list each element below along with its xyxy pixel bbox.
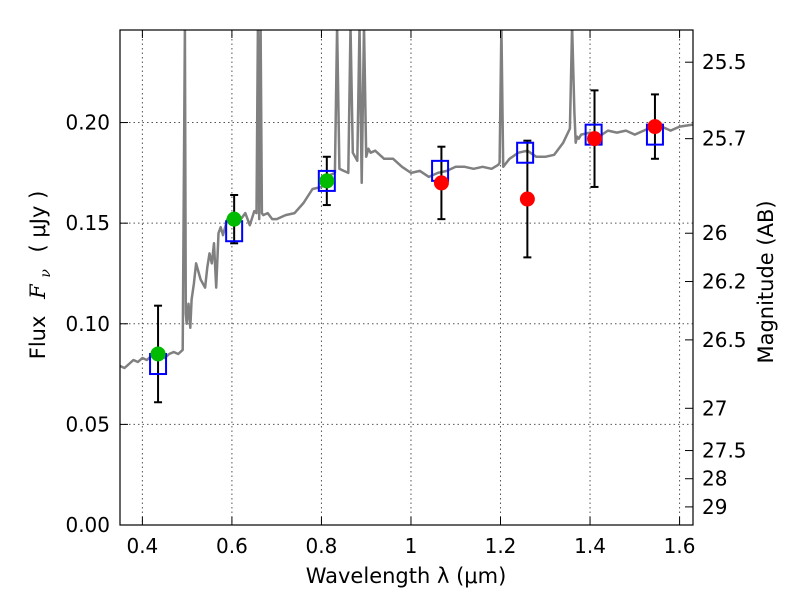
x-tick-label: 1.2 — [485, 534, 517, 558]
mag-tick-label: 26.2 — [702, 270, 747, 294]
y-axis-label-var: F — [26, 283, 50, 300]
model-photometry-point — [516, 141, 535, 164]
mag-tick-label: 26.5 — [702, 328, 747, 352]
y-tick-label: 0.00 — [65, 513, 110, 537]
x-tick-label: 0.4 — [126, 534, 158, 558]
x-tick-label: 1 — [405, 534, 418, 558]
mag-tick-label: 25.7 — [702, 127, 747, 151]
x-tick-label: 0.8 — [306, 534, 338, 558]
observed-point — [519, 191, 535, 207]
svg-text:Flux F ν ( μ: Flux F ν ( μJy ) — [26, 191, 55, 360]
observed-point — [647, 119, 663, 135]
y-tick-label: 0.15 — [65, 211, 110, 235]
y-tick-label: 0.10 — [65, 312, 110, 336]
observed-point — [226, 211, 242, 227]
mag-tick-label: 25.5 — [702, 50, 747, 74]
x-tick-label: 0.6 — [216, 534, 248, 558]
grid — [120, 30, 693, 526]
plot-frame — [119, 29, 694, 526]
y-axis-label-unit: ( μJy ) — [26, 191, 50, 253]
observed-point — [587, 131, 603, 147]
right-axis-label: Magnitude (AB) — [754, 200, 778, 363]
mag-tick-label: 26 — [702, 221, 727, 245]
plot-area — [120, 30, 693, 404]
observed-point — [150, 346, 166, 362]
x-tick-label: 1.6 — [664, 534, 696, 558]
y-axis-label: Flux F ν ( μJy ) — [26, 191, 55, 360]
model-photometry-point — [317, 169, 336, 192]
observed-point — [319, 173, 335, 189]
ticks — [120, 30, 693, 526]
tick-labels: 0.4 0.6 0.8 1 1.2 1.4 1.6 0.00 0.05 0.10 0.15 0.20 — [65, 111, 695, 558]
y-axis-label-prefix: Flux — [26, 316, 50, 360]
magnitude-tick-labels: 25.5 25.7 26 26.2 26.5 27 27.5 28 29 — [702, 50, 747, 519]
y-tick-label: 0.05 — [65, 412, 110, 436]
mag-tick-label: 27 — [702, 396, 727, 420]
sed-line — [120, 30, 693, 370]
x-axis-label: Wavelength λ (μm) — [306, 564, 507, 588]
y-axis-label-sub: ν — [38, 269, 54, 278]
y-tick-label: 0.20 — [65, 111, 110, 135]
mag-tick-label: 29 — [702, 495, 727, 519]
observed-point — [433, 175, 449, 191]
x-tick-label: 1.4 — [574, 534, 606, 558]
mag-tick-label: 27.5 — [702, 439, 747, 463]
mag-tick-label: 28 — [702, 467, 727, 491]
